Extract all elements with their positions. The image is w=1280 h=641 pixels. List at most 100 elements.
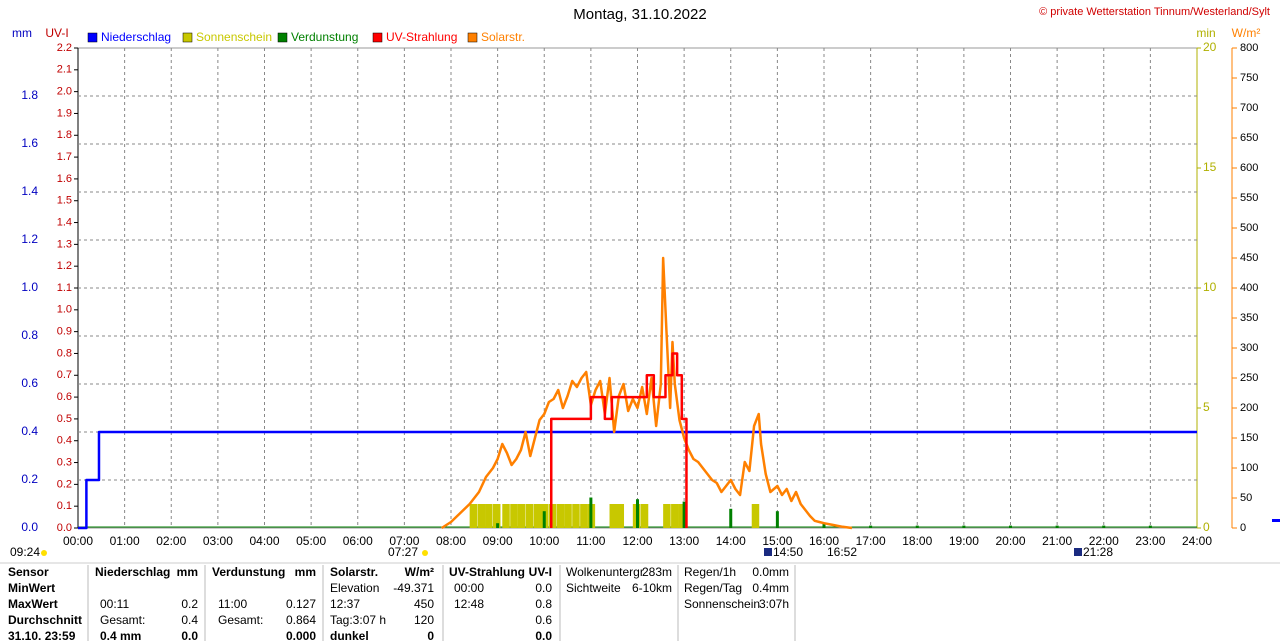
- x-tick-label: 06:00: [343, 534, 373, 548]
- sunshine-bar: [492, 504, 501, 528]
- sunshine-bar: [580, 504, 588, 528]
- legend-swatch: [372, 32, 383, 43]
- y2-tick-label: 1.4: [57, 216, 72, 228]
- series-line: [549, 352, 688, 528]
- x-tick-label: 02:00: [156, 534, 186, 548]
- astro-time: 09:24: [10, 545, 40, 559]
- y-tick-label: 1.4: [21, 184, 38, 198]
- legend-label: Niederschlag: [101, 30, 171, 44]
- sunshine-bar: [510, 504, 518, 528]
- x-tick-label: 07:00: [389, 534, 419, 548]
- legend-label: UV-Strahlung: [386, 30, 457, 44]
- legend-label: Sonnenschein: [196, 30, 272, 44]
- sunshine-bar: [572, 504, 580, 528]
- x-tick-label: 21:00: [1042, 534, 1072, 548]
- x-tick-label: 18:00: [902, 534, 932, 548]
- y2-tick-label: 1.5: [57, 195, 72, 207]
- info-cell: 6-10km: [632, 581, 672, 595]
- sunshine-bar: [556, 504, 565, 528]
- row-label: Sensor: [8, 565, 49, 579]
- x-tick-label: 03:00: [203, 534, 233, 548]
- x-tick-label: 23:00: [1135, 534, 1165, 548]
- info-cell: Wolkenuntergr: [566, 565, 644, 579]
- column-unit: mm: [295, 565, 316, 579]
- y4-tick-label: 100: [1240, 462, 1258, 474]
- astro-time: 21:28: [1083, 545, 1113, 559]
- y-tick-label: 1.2: [21, 232, 38, 246]
- sunshine-bar: [477, 504, 486, 528]
- x-tick-label: 10:00: [529, 534, 559, 548]
- x-tick-label: 24:00: [1182, 534, 1212, 548]
- table-cell: 450: [414, 597, 434, 611]
- column-unit: mm: [177, 565, 198, 579]
- y3-tick-label: 10: [1203, 280, 1217, 294]
- y-tick-label: 0.2: [21, 472, 38, 486]
- table-cell: 00:11: [100, 597, 129, 611]
- y4-tick-label: 150: [1240, 432, 1258, 444]
- table-cell: 12:48: [454, 597, 484, 611]
- table-cell: Gesamt:: [100, 613, 145, 627]
- table-cell: Tag:3:07 h: [330, 613, 386, 627]
- y4-tick-label: 600: [1240, 162, 1258, 174]
- sunshine-bar: [525, 504, 534, 528]
- info-cell: Sichtweite: [566, 581, 621, 595]
- y2-tick-label: 0.9: [57, 326, 72, 338]
- sunshine-bar: [564, 504, 572, 528]
- y2-tick-label: 2.0: [57, 86, 72, 98]
- sunshine-bar: [678, 504, 687, 528]
- table-cell: 0.000: [286, 629, 316, 641]
- y4-tick-label: 650: [1240, 132, 1258, 144]
- sunshine-bar: [609, 504, 618, 528]
- y4-tick-label: 300: [1240, 342, 1258, 354]
- y4-tick-label: 800: [1240, 42, 1258, 54]
- y2-tick-label: 0.5: [57, 413, 72, 425]
- sunshine-bar: [671, 504, 679, 528]
- y2-tick-label: 0.8: [57, 347, 72, 359]
- y2-tick-label: 0.3: [57, 456, 72, 468]
- y-tick-label: 1.0: [21, 280, 38, 294]
- y4-tick-label: 250: [1240, 372, 1258, 384]
- sunshine-bar: [533, 504, 542, 528]
- y4-tick-label: 200: [1240, 402, 1258, 414]
- y4-tick-label: 450: [1240, 252, 1258, 264]
- legend-label: Solarstr.: [481, 30, 525, 44]
- y-tick-label: 0.4: [21, 424, 38, 438]
- info-cell: 3:07h: [759, 597, 789, 611]
- info-cell: 0.4mm: [752, 581, 789, 595]
- y2-tick-label: 0.7: [57, 369, 72, 381]
- table-cell: 120: [414, 613, 434, 627]
- x-tick-label: 04:00: [249, 534, 279, 548]
- y2-tick-label: 2.2: [57, 42, 72, 54]
- astro-time: 07:27: [388, 545, 418, 559]
- table-cell: 00:00: [454, 581, 484, 595]
- y4-tick-label: 0: [1240, 522, 1246, 534]
- column-header: UV-Strahlung: [449, 565, 525, 579]
- y4-tick-label: 550: [1240, 192, 1258, 204]
- x-tick-label: 14:00: [716, 534, 746, 548]
- x-tick-label: 09:00: [483, 534, 513, 548]
- info-cell: 283m: [642, 565, 672, 579]
- x-tick-label: 11:00: [576, 534, 605, 548]
- astro-markers: 09:24 07:27 14:50 16:52 21:28: [10, 545, 1113, 559]
- y2-tick-label: 1.8: [57, 129, 72, 141]
- table-cell: 0.4: [181, 613, 198, 627]
- x-tick-label: 16:00: [809, 534, 839, 548]
- sunshine-bar: [616, 504, 625, 528]
- row-label: 31.10. 23:59: [8, 629, 76, 641]
- x-tick-label: 00:00: [63, 534, 93, 548]
- sunshine-bar: [469, 504, 478, 528]
- info-cell: Sonnenschein: [684, 597, 760, 611]
- y-tick-label: 1.8: [21, 88, 38, 102]
- y2-tick-label: 1.6: [57, 173, 72, 185]
- y2-tick-label: 0.0: [57, 522, 72, 534]
- column-unit: W/m²: [405, 565, 434, 579]
- y2-tick-label: 1.0: [57, 304, 72, 316]
- column-unit: UV-I: [529, 565, 552, 579]
- y-tick-label: 0.0: [21, 520, 38, 534]
- row-label: Durchschnitt: [8, 613, 82, 627]
- sunshine-bar: [751, 504, 760, 528]
- y-axis-label: mm: [12, 26, 32, 40]
